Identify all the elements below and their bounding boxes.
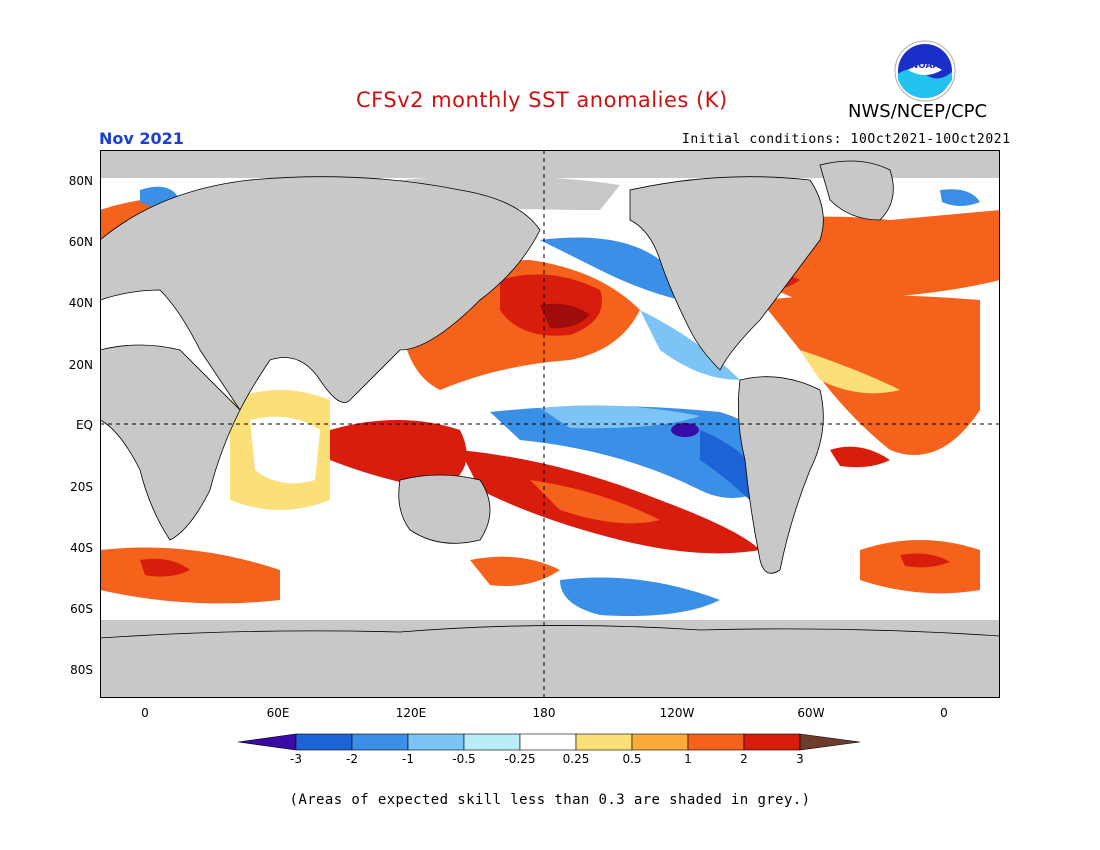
colorbar-upper-arrow (799, 733, 861, 751)
lon-label: 0 (940, 706, 948, 720)
initial-conditions: Initial conditions: 10Oct2021-10Oct2021 (682, 132, 1011, 147)
svg-text:NOAA: NOAA (911, 61, 940, 71)
lat-label: 60S (70, 602, 93, 616)
lon-label: 180 (532, 706, 556, 720)
colorbar-label: -0.5 (452, 752, 476, 766)
colorbar-label: -1 (402, 752, 414, 766)
colorbar-segment (631, 733, 689, 751)
colorbar-label: 0.5 (622, 752, 642, 766)
colorbar-segment (519, 733, 577, 751)
forecast-month: Nov 2021 (99, 129, 184, 148)
colorbar-label: 1 (684, 752, 692, 766)
map-title: CFSv2 monthly SST anomalies (K) (356, 88, 728, 112)
color-scale-bar (238, 733, 861, 751)
colorbar-label: -2 (346, 752, 358, 766)
colorbar-label: 3 (796, 752, 804, 766)
colorbar-label: 2 (740, 752, 748, 766)
colorbar-segment (407, 733, 465, 751)
colorbar-label: 0.25 (562, 752, 590, 766)
noaa-logo: NOAA (894, 40, 956, 102)
colorbar-segment (463, 733, 521, 751)
lat-label: 60N (68, 235, 93, 249)
colorbar-lower-arrow (238, 733, 297, 751)
colorbar-label: -3 (290, 752, 302, 766)
colorbar-segment (743, 733, 801, 751)
continents (100, 160, 1000, 698)
colorbar-segment (295, 733, 353, 751)
lat-label: 40S (70, 541, 93, 555)
lat-label: EQ (75, 418, 93, 432)
lon-label: 60E (266, 706, 290, 720)
lat-label: 20N (68, 358, 93, 372)
lat-label: 80N (68, 174, 93, 188)
colorbar-segment (575, 733, 633, 751)
skill-note: (Areas of expected skill less than 0.3 a… (289, 792, 811, 808)
colorbar-label: -0.25 (504, 752, 536, 766)
colorbar-segment (351, 733, 409, 751)
sst-anomaly-map (100, 150, 1000, 698)
lon-label: 60W (797, 706, 825, 720)
lat-label: 20S (70, 480, 93, 494)
lon-label: 120E (395, 706, 427, 720)
lon-label: 120W (659, 706, 695, 720)
colorbar-segment (687, 733, 745, 751)
lat-label: 40N (68, 296, 93, 310)
lon-label: 0 (141, 706, 149, 720)
agency-label: NWS/NCEP/CPC (848, 101, 988, 122)
lat-label: 80S (70, 663, 93, 677)
